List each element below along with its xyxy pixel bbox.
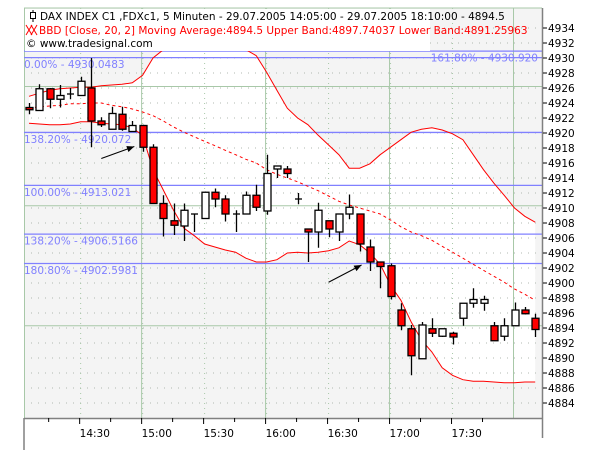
y-tick-label: 4902 [548,263,575,275]
y-tick-label: 4888 [548,368,575,380]
y-tick-label: 4916 [548,158,575,170]
arrow-head-icon [353,265,362,272]
upper-band-line [28,42,536,223]
fib-level-label: 180.80% - 4902.5981 [24,265,138,277]
candle-bull [180,209,189,227]
candle-bear [407,328,416,357]
y-tick-label: 4910 [548,203,575,215]
candle-bull [314,209,323,233]
candle-bear [149,146,158,205]
candle-bull [459,302,468,319]
candle-bull [56,94,65,100]
y-tick-label: 4896 [548,308,575,320]
y-tick-label: 4894 [548,323,575,335]
candle-bear [521,309,530,315]
x-tick-label: 17:30 [452,428,482,440]
x-tick-label: 15:30 [204,428,234,440]
copyright: © www.tradesignal.com [26,38,153,50]
candle-bear [428,328,437,334]
arrow-head-icon [126,146,135,152]
candle-bear [252,194,261,208]
indicator-label: BBD [Close, 20, 2] Moving Average:4894.5… [39,25,528,37]
candle-bear [25,106,34,111]
candle-bear [366,246,375,263]
candle-bear [283,168,292,175]
fib-level-label: 161.80% - 4930.920 [431,53,538,65]
y-tick-label: 4906 [548,233,575,245]
candle-bear [211,191,220,200]
fib-level-label: 100.00% - 4913.021 [24,187,131,199]
y-tick-label: 4934 [548,23,575,35]
candle-bear [118,113,127,130]
candle-bear [139,124,148,148]
candle-bull [273,165,282,170]
band-fill [29,43,536,383]
candle-bull [418,324,427,360]
y-tick-label: 4930 [548,53,575,65]
candle-bull [500,325,509,337]
y-tick-label: 4884 [548,398,575,410]
candle-bull [511,309,520,327]
y-tick-label: 4928 [548,68,575,80]
fib-level-label: 138.20% - 4920.072 [24,134,131,146]
y-tick-label: 4924 [548,98,575,110]
candle-bull [201,191,210,220]
legend: DAX INDEX C1 ,FDXc1, 5 Minuten - 29.07.2… [25,9,528,51]
y-tick-label: 4890 [548,353,575,365]
candle-bear [46,88,55,100]
candle-bear [325,220,334,230]
candle-bear [490,325,499,342]
y-tick-label: 4908 [548,218,575,230]
x-tick-label: 17:00 [390,428,420,440]
candle-bull [345,206,354,215]
candle-bear [449,332,458,338]
candle-bear [531,317,540,331]
candle-bear [356,213,365,245]
y-tick-label: 4912 [548,188,575,200]
candlestick-icon [30,10,36,22]
y-tick-label: 4918 [548,143,575,155]
candle-bull [35,88,44,112]
candle-bull [108,112,117,130]
candle-bear [387,265,396,298]
fib-level-label: 0.00% - 4930.0483 [24,59,125,71]
y-tick-label: 4900 [548,278,575,290]
candle-bull [77,80,86,97]
candle-bull [128,124,137,133]
chart-title: DAX INDEX C1 ,FDXc1, 5 Minuten - 29.07.2… [40,11,505,23]
candle-bear [221,198,230,215]
candle-bear [304,228,313,233]
x-tick-label: 16:00 [266,428,296,440]
candle-bear [87,87,96,122]
y-tick-label: 4926 [548,83,575,95]
candle-bull [480,298,489,304]
y-tick-label: 4892 [548,338,575,350]
fib-level-label: 138.20% - 4906.5166 [24,236,138,248]
y-tick-label: 4920 [548,128,575,140]
y-tick-label: 4904 [548,248,575,260]
y-tick-label: 4886 [548,383,575,395]
candle-bear [376,261,385,268]
x-tick-label: 16:30 [328,428,358,440]
candle-bull [242,194,251,215]
candle-bear [159,202,168,220]
candle-bull [438,328,447,337]
x-tick-label: 14:30 [80,428,110,440]
y-tick-label: 4898 [548,293,575,305]
candle-bull [335,213,344,233]
y-tick-label: 4922 [548,113,575,125]
y-tick-label: 4914 [548,173,575,185]
candle-bull [469,298,478,304]
candle-bear [97,120,106,126]
y-tick-label: 4932 [548,38,575,50]
candle-bear [170,220,179,226]
candle-bull [263,172,272,212]
moving-average-line [28,102,536,301]
indicator-icon [25,24,38,36]
candle-bear [397,309,406,327]
x-tick-label: 15:00 [142,428,172,440]
